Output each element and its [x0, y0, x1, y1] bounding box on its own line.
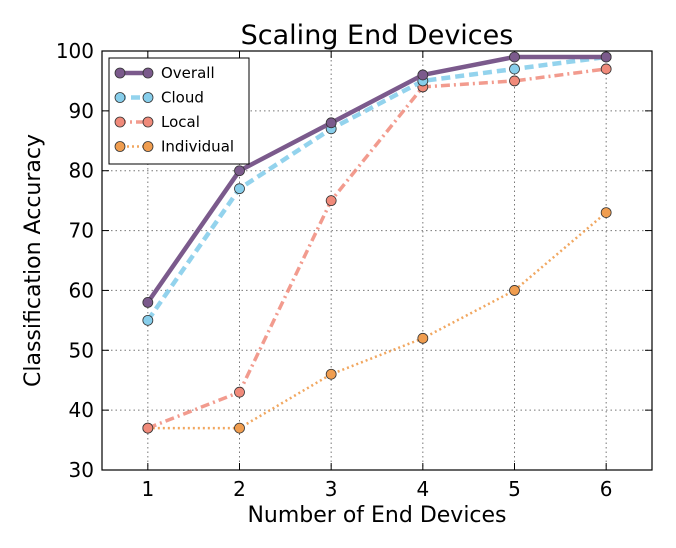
y-tick-label: 30	[69, 458, 94, 482]
data-point-overall	[142, 296, 154, 308]
legend-marker	[114, 92, 126, 103]
y-tick-label: 90	[69, 99, 94, 123]
series-line-overall	[145, 54, 607, 304]
x-axis-title: Number of End Devices	[247, 503, 506, 528]
y-tick-label: 80	[69, 159, 94, 183]
y-tick-label: 50	[69, 338, 94, 362]
data-point-local	[325, 195, 337, 207]
legend-entry-local: Local	[114, 113, 200, 131]
x-tick-label: 2	[233, 477, 246, 501]
data-point-cloud	[509, 63, 520, 75]
legend-marker	[142, 67, 154, 79]
data-point-overall	[509, 51, 520, 63]
x-tick-label: 1	[141, 477, 154, 501]
data-point-overall	[234, 165, 245, 177]
data-point-overall	[325, 117, 337, 129]
x-tick-label: 3	[325, 477, 338, 501]
legend-entry-overall: Overall	[114, 64, 215, 82]
legend-marker	[114, 141, 126, 152]
grid-lines	[102, 51, 652, 470]
data-point-individual	[325, 368, 337, 380]
legend-label: Overall	[161, 64, 215, 82]
data-point-local	[234, 386, 245, 398]
legend-entry-cloud: Cloud	[114, 89, 204, 107]
x-tick-label: 4	[416, 477, 429, 501]
axes: 30 40 50 60 70 80 90 100 1 2 3 4 5 6	[56, 39, 653, 501]
series-individual	[142, 207, 612, 434]
series-line-local	[147, 67, 607, 430]
series-overall	[142, 51, 612, 308]
legend-label: Cloud	[161, 89, 204, 107]
legend-marker	[142, 116, 154, 128]
y-axis-title: Classification Accuracy	[21, 134, 46, 387]
data-point-individual	[600, 207, 612, 219]
data-point-local	[142, 422, 154, 434]
data-point-individual	[234, 422, 245, 434]
data-point-local	[600, 63, 612, 75]
y-tick-label: 100	[56, 39, 94, 63]
series-line-individual	[147, 211, 607, 430]
legend-entry-individual: Individual	[114, 138, 234, 156]
y-tick-label: 40	[69, 398, 94, 422]
legend: Overall Cloud Local Individual	[108, 57, 250, 165]
legend-marker	[142, 141, 154, 152]
legend-label: Local	[161, 113, 200, 131]
legend-label: Individual	[161, 138, 234, 156]
legend-marker	[142, 92, 154, 103]
x-tick-label: 5	[508, 477, 521, 501]
data-point-overall	[417, 69, 429, 81]
data-point-local	[509, 75, 520, 87]
chart-title: Scaling End Devices	[241, 20, 514, 51]
y-tick-label: 70	[69, 219, 94, 243]
legend-marker	[114, 116, 126, 128]
series-line-cloud	[145, 54, 607, 322]
series-local	[142, 63, 612, 434]
data-point-cloud	[142, 314, 154, 326]
data-point-individual	[509, 285, 520, 296]
series-group	[142, 51, 612, 434]
data-point-individual	[417, 332, 429, 344]
plot-frame	[101, 50, 653, 471]
x-tick-label: 6	[600, 477, 613, 501]
data-point-overall	[600, 51, 612, 63]
data-point-cloud	[234, 183, 245, 195]
legend-marker	[114, 67, 126, 79]
y-tick-label: 60	[69, 278, 94, 302]
